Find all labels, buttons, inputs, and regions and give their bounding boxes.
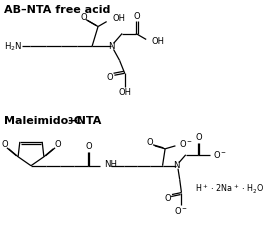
Text: NH: NH [104, 160, 117, 169]
Text: –NTA: –NTA [71, 116, 102, 126]
Text: AB–NTA free acid: AB–NTA free acid [4, 5, 111, 15]
Text: O: O [80, 13, 87, 22]
Text: OH: OH [118, 88, 131, 97]
Text: 3: 3 [67, 117, 72, 126]
Text: O: O [146, 138, 153, 147]
Text: N: N [108, 42, 114, 51]
Text: O: O [54, 140, 61, 149]
Text: H$^+$ $\cdot$ 2Na$^+$ $\cdot$ H$_2$O: H$^+$ $\cdot$ 2Na$^+$ $\cdot$ H$_2$O [195, 183, 265, 196]
Text: O: O [107, 73, 114, 82]
Text: O: O [1, 140, 8, 149]
Text: Maleimido–C: Maleimido–C [4, 116, 82, 126]
Text: O$^-$: O$^-$ [179, 138, 193, 149]
Text: OH: OH [151, 37, 164, 46]
Text: O: O [164, 194, 171, 203]
Text: O: O [195, 133, 202, 142]
Text: O$^-$: O$^-$ [174, 205, 189, 216]
Text: OH: OH [113, 14, 126, 23]
Text: N: N [173, 161, 179, 170]
Text: H$_2$N: H$_2$N [4, 40, 22, 53]
Text: O$^-$: O$^-$ [213, 149, 227, 160]
Text: O: O [85, 142, 92, 151]
Text: O: O [133, 12, 140, 21]
